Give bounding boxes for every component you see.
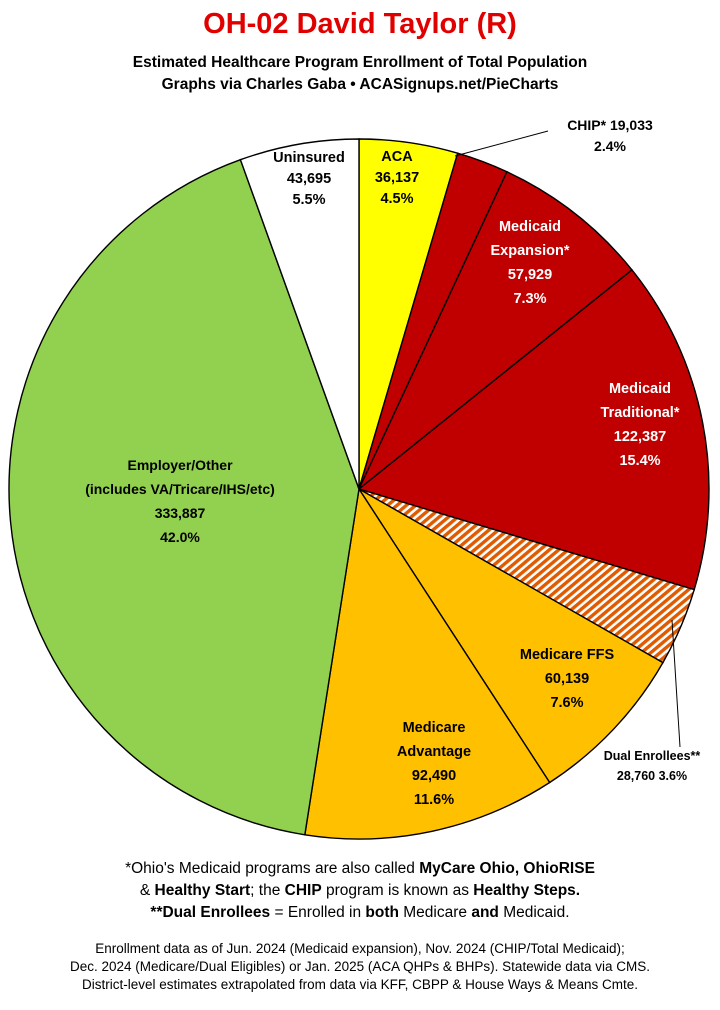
slice-label-line: 7.6% — [550, 695, 583, 711]
pie-slice-medicare-advantage — [304, 487, 551, 840]
slice-label-uninsured: Uninsured 43,695 5.5% — [273, 150, 345, 208]
slice-label-line: CHIP* 19,033 — [567, 117, 653, 133]
note-bold: **Dual Enrollees — [150, 904, 271, 921]
note-text: program is known as — [321, 882, 474, 899]
slice-label-medicare-ffs: Medicare FFS 60,139 7.6% — [520, 647, 615, 711]
note-bold: Healthy Start — [154, 882, 251, 899]
pie-slice-uninsured — [239, 138, 360, 490]
slice-label-line: 122,387 — [614, 429, 666, 445]
slice-label-medicaid-expansion: Medicaid Expansion* 57,929 7.3% — [491, 219, 570, 307]
slice-label-line: (includes VA/Tricare/IHS/etc) — [85, 481, 275, 497]
slice-label-line: Dual Enrollees** — [604, 749, 701, 763]
footnotes: *Ohio's Medicaid programs are also calle… — [0, 858, 720, 924]
slice-label-line: Advantage — [397, 744, 471, 760]
callout-line-dual-enrollees — [671, 619, 681, 748]
slice-label-line: 60,139 — [545, 671, 589, 687]
source-line-2: Dec. 2024 (Medicare/Dual Eligibles) or J… — [70, 959, 650, 974]
note-bold: Healthy Steps. — [473, 882, 581, 899]
note-bold: and — [471, 904, 499, 921]
pie-slice-employer-other-includes-va-tricare-ihs-etc — [8, 158, 360, 836]
slice-label-employer-other-includes-va-tricare-ihs-etc: Employer/Other (includes VA/Tricare/IHS/e… — [85, 457, 275, 545]
source-notes: Enrollment data as of Jun. 2024 (Medicai… — [0, 940, 720, 994]
slice-label-line: 15.4% — [619, 453, 660, 469]
pie-slice-medicare-ffs — [358, 488, 664, 784]
callout-line-chip — [454, 130, 549, 157]
slice-label-line: Expansion* — [491, 243, 570, 259]
slice-label-line: 333,887 — [155, 505, 206, 521]
slice-label-line: Employer/Other — [127, 457, 233, 473]
slice-label-line: 5.5% — [292, 192, 325, 208]
note-text: = Enrolled in — [270, 904, 366, 921]
slice-label-line: 7.3% — [513, 291, 546, 307]
source-line-3: District-level estimates extrapolated fr… — [82, 977, 638, 992]
slice-label-line: 92,490 — [412, 768, 456, 784]
pie-chart: ACA 36,137 4.5% CHIP* 19,033 2.4% Medicaid Exp… — [8, 117, 710, 840]
note-bold: both — [365, 904, 399, 921]
subtitle-line-1: Estimated Healthcare Program Enrollment … — [132, 54, 588, 71]
pie-slice-medicaid-expansion — [358, 170, 633, 490]
chart-subtitle: Estimated Healthcare Program Enrollment … — [0, 52, 720, 96]
slice-label-line: ACA — [381, 149, 413, 165]
slice-label-line: Medicare — [403, 720, 466, 736]
slice-label-line: Medicaid — [499, 219, 561, 235]
slice-label-line: 57,929 — [508, 267, 552, 283]
slice-label-line: 42.0% — [160, 529, 200, 545]
slice-label-aca: ACA 36,137 4.5% — [375, 149, 419, 207]
slice-label-chip: CHIP* 19,033 2.4% — [567, 117, 653, 154]
footnote-line-2: & Healthy Start; the CHIP program is kno… — [0, 880, 720, 902]
footnote-line-3: **Dual Enrollees = Enrolled in both Medi… — [0, 902, 720, 924]
source-line-1: Enrollment data as of Jun. 2024 (Medicai… — [95, 941, 625, 956]
slice-label-line: Medicaid — [609, 381, 671, 397]
note-text: *Ohio's Medicaid programs are also calle… — [125, 860, 420, 877]
note-bold: MyCare Ohio, OhioRISE — [419, 860, 595, 877]
slice-label-dual-enrollees: Dual Enrollees** 28,760 3.6% — [604, 749, 701, 783]
slice-label-line: 36,137 — [375, 170, 419, 186]
slice-label-line: Traditional* — [601, 405, 680, 421]
slice-label-line: 28,760 3.6% — [617, 769, 687, 783]
slice-label-line: 4.5% — [380, 191, 413, 207]
footnote-line-1: *Ohio's Medicaid programs are also calle… — [0, 858, 720, 880]
slice-label-line: 43,695 — [287, 171, 331, 187]
slice-label-line: 2.4% — [594, 138, 626, 154]
pie-slice-medicaid-traditional — [357, 268, 710, 591]
slice-label-line: Uninsured — [273, 150, 345, 166]
note-text: Medicaid. — [498, 904, 570, 921]
slice-label-medicaid-traditional: Medicaid Traditional* 122,387 15.4% — [601, 381, 680, 469]
note-text: Medicare — [398, 904, 472, 921]
slice-label-medicare-advantage: Medicare Advantage 92,490 11.6% — [397, 720, 471, 808]
subtitle-line-2: Graphs via Charles Gaba • ACASignups.net… — [161, 76, 559, 93]
slice-label-line: 11.6% — [414, 792, 454, 808]
note-text: & — [139, 882, 155, 899]
slice-label-line: Medicare FFS — [520, 647, 615, 663]
note-bold: CHIP — [284, 882, 322, 899]
note-text: ; the — [250, 882, 285, 899]
chart-title: OH-02 David Taylor (R) — [203, 8, 517, 40]
